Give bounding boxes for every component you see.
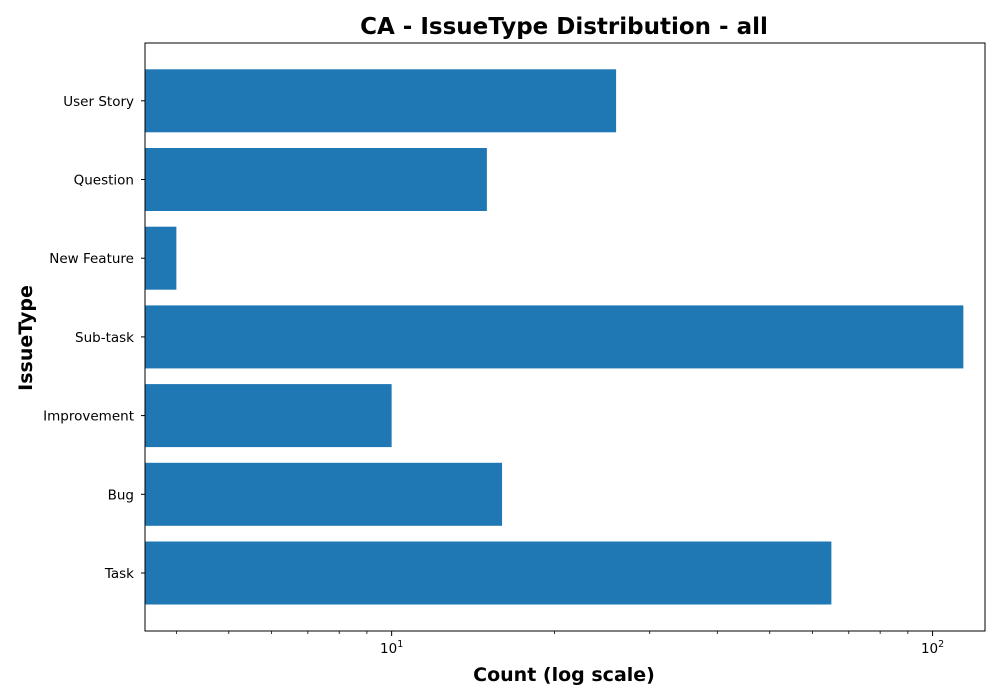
bar-question bbox=[145, 148, 487, 211]
x-axis-ticks: 101 102 bbox=[175, 631, 944, 657]
bar-improvement bbox=[145, 384, 392, 448]
y-tick-label: Bug bbox=[108, 487, 134, 503]
y-axis-label: IssueType bbox=[15, 285, 37, 391]
bar-new-feature bbox=[145, 226, 177, 290]
y-tick-label: New Feature bbox=[49, 251, 134, 267]
chart-title: CA - IssueType Distribution - all bbox=[360, 14, 768, 40]
plot-frame bbox=[144, 42, 986, 632]
bar-user-story bbox=[145, 69, 617, 133]
x-tick-label: 102 bbox=[921, 639, 944, 657]
bars-group bbox=[145, 69, 964, 605]
x-tick-label: 101 bbox=[380, 639, 403, 657]
y-tick-label: Question bbox=[74, 173, 134, 189]
y-tick-label: Sub-task bbox=[75, 330, 134, 346]
bar-sub-task bbox=[145, 305, 964, 369]
y-tick-label: User Story bbox=[63, 94, 134, 110]
bar-task bbox=[145, 541, 832, 605]
y-tick-label: Improvement bbox=[43, 409, 134, 425]
y-tick-label: Task bbox=[104, 566, 134, 582]
bar-bug bbox=[145, 462, 503, 526]
y-axis-ticks: Task Bug Improvement Sub-task New Feature Que… bbox=[43, 94, 145, 582]
x-axis-label: Count (log scale) bbox=[473, 664, 655, 686]
